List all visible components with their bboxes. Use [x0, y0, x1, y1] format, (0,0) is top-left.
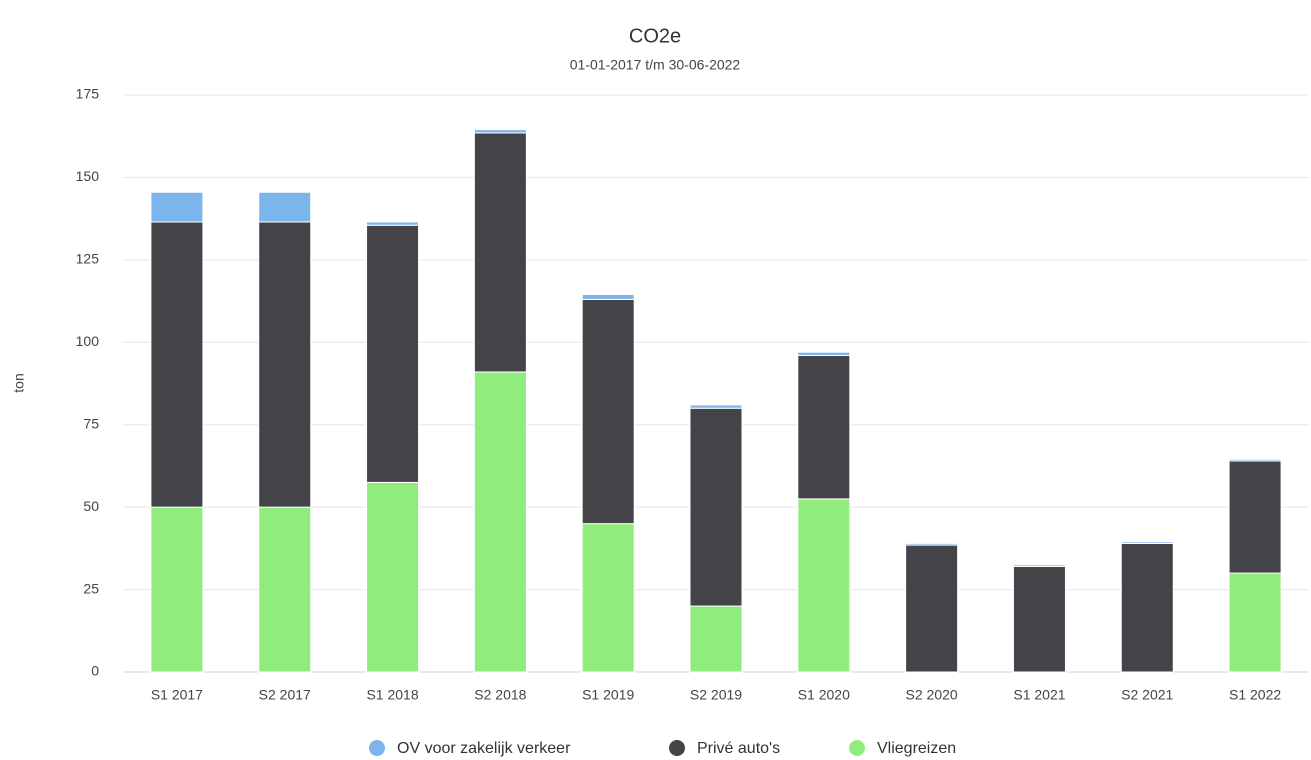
bar-segment: [366, 221, 420, 226]
bar-segment: [1228, 458, 1282, 462]
x-tick-label: S2 2020: [906, 687, 958, 703]
bar-segment: [473, 132, 527, 373]
bar-segment: [797, 498, 851, 673]
bar-segment: [1012, 565, 1066, 673]
bar-segment: [258, 221, 312, 508]
y-tick-label: 0: [91, 663, 99, 679]
bar-segment: [905, 544, 959, 673]
y-tick-label: 100: [76, 333, 100, 349]
bar-segment: [689, 605, 743, 673]
y-tick-label: 25: [83, 580, 99, 596]
bar-segment: [797, 354, 851, 500]
x-tick-label: S1 2022: [1229, 687, 1281, 703]
x-tick-label: S1 2019: [582, 687, 634, 703]
bar-segment: [581, 298, 635, 525]
bar-segment: [581, 523, 635, 673]
legend-label: Privé auto's: [697, 740, 780, 757]
legend-swatch: [369, 740, 385, 756]
y-axis-label: ton: [11, 373, 27, 392]
legend-swatch: [849, 740, 865, 756]
bar-segment: [1012, 564, 1066, 567]
x-tick-label: S1 2017: [151, 687, 203, 703]
bar-segment: [689, 404, 743, 409]
bar-segment: [1120, 542, 1174, 673]
chart-title: CO2e: [629, 25, 681, 47]
y-tick-label: 50: [83, 498, 99, 514]
bar-segment: [1228, 572, 1282, 673]
bar-segment: [150, 506, 204, 673]
bar-segment: [689, 407, 743, 607]
x-tick-label: S1 2021: [1013, 687, 1065, 703]
bar-segment: [797, 351, 851, 356]
bar-segment: [150, 221, 204, 508]
legend-label: OV voor zakelijk verkeer: [397, 740, 571, 757]
y-tick-label: 150: [76, 168, 100, 184]
y-tick-label: 175: [76, 86, 100, 102]
bar-segment: [1120, 541, 1174, 544]
legend-label: Vliegreizen: [877, 740, 956, 757]
bar-segment: [258, 506, 312, 673]
x-tick-label: S2 2019: [690, 687, 742, 703]
legend-swatch: [669, 740, 685, 756]
x-tick-label: S2 2017: [259, 687, 311, 703]
bar-segment: [473, 371, 527, 673]
bar-segment: [581, 293, 635, 300]
bar-segment: [366, 481, 420, 673]
bar-segment: [905, 542, 959, 546]
x-tick-label: S2 2021: [1121, 687, 1173, 703]
y-tick-label: 125: [76, 251, 100, 267]
x-tick-label: S2 2018: [474, 687, 526, 703]
y-tick-label: 75: [83, 415, 99, 431]
x-tick-label: S1 2020: [798, 687, 850, 703]
bar-segment: [150, 191, 204, 223]
bar-segment: [258, 191, 312, 223]
x-tick-label: S1 2018: [366, 687, 418, 703]
bar-segment: [473, 129, 527, 134]
bar-segment: [366, 224, 420, 483]
bar-segment: [1228, 460, 1282, 574]
chart-subtitle: 01-01-2017 t/m 30-06-2022: [570, 57, 741, 73]
